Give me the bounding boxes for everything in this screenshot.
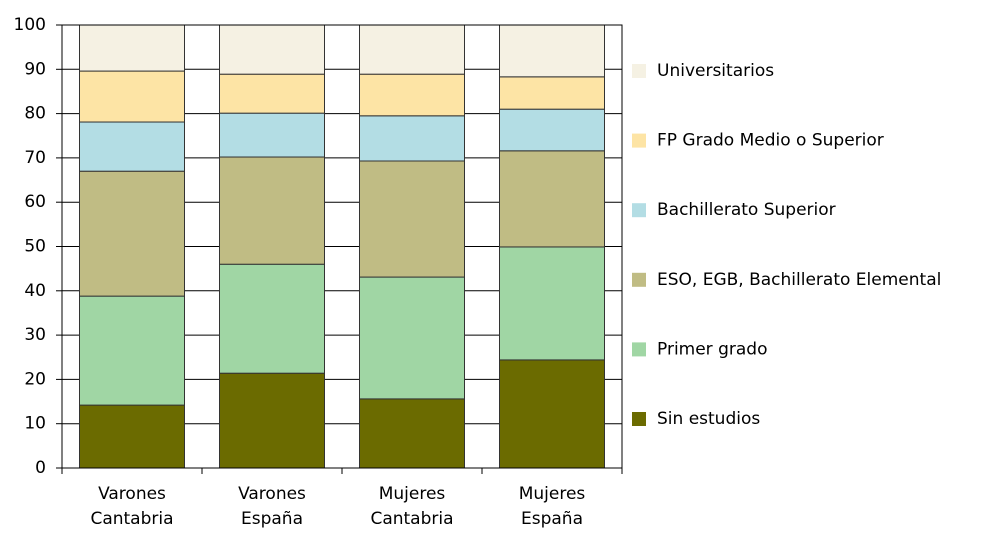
- bar-segment: [499, 359, 605, 469]
- bar-segment: [499, 76, 605, 110]
- x-tick-label: Mujeres España: [518, 484, 586, 529]
- bar-segment: [219, 263, 325, 374]
- bar-segment: [79, 24, 185, 72]
- legend-label: FP Grado Medio o Superior: [657, 131, 884, 151]
- legend-label: ESO, EGB, Bachillerato Elemental: [657, 270, 941, 290]
- y-tick-label: 0: [35, 458, 46, 478]
- bar-segment: [219, 112, 325, 158]
- bar-segment: [499, 246, 605, 361]
- bar-segment: [79, 70, 185, 123]
- bar-segment: [359, 24, 465, 75]
- y-tick-label: 30: [24, 325, 46, 345]
- bar-segment: [499, 150, 605, 248]
- legend-swatch: [632, 133, 646, 148]
- bar-segment: [499, 108, 605, 152]
- bar-segment: [359, 115, 465, 162]
- bar-segment: [219, 24, 325, 75]
- legend-swatch: [632, 412, 646, 426]
- bar-segment: [79, 404, 185, 469]
- y-tick-label: 20: [24, 369, 46, 389]
- y-tick-label: 70: [24, 148, 46, 168]
- bar-segment: [219, 372, 325, 469]
- legend-label: Sin estudios: [657, 409, 760, 429]
- bar-segment: [359, 276, 465, 400]
- bar-segment: [359, 73, 465, 117]
- bar-segment: [499, 24, 605, 78]
- y-tick-label: 40: [24, 281, 46, 301]
- y-tick-label: 90: [24, 59, 46, 79]
- x-tick-label: Varones Cantabria: [90, 484, 174, 529]
- legend-swatch: [632, 342, 646, 357]
- y-tick-label: 100: [14, 15, 46, 35]
- x-tick-label: Varones España: [238, 484, 306, 529]
- bar-segment: [359, 398, 465, 469]
- y-tick-label: 60: [24, 192, 46, 212]
- legend-label: Bachillerato Superior: [657, 200, 836, 220]
- bar-segment: [79, 121, 185, 172]
- bar-segment: [219, 156, 325, 265]
- legend-label: Universitarios: [657, 61, 774, 81]
- legend-swatch: [632, 272, 646, 287]
- y-tick-label: 80: [24, 104, 46, 124]
- legend-label: Primer grado: [657, 339, 767, 359]
- bar-segment: [219, 73, 325, 114]
- x-tick-label: Mujeres Cantabria: [370, 484, 454, 529]
- legend-swatch: [632, 203, 646, 218]
- y-tick-label: 50: [24, 237, 46, 257]
- bar-segment: [79, 295, 185, 406]
- bar-segment: [79, 170, 185, 297]
- y-tick-label: 10: [24, 414, 46, 434]
- bar-segment: [359, 160, 465, 278]
- legend-swatch: [632, 64, 646, 78]
